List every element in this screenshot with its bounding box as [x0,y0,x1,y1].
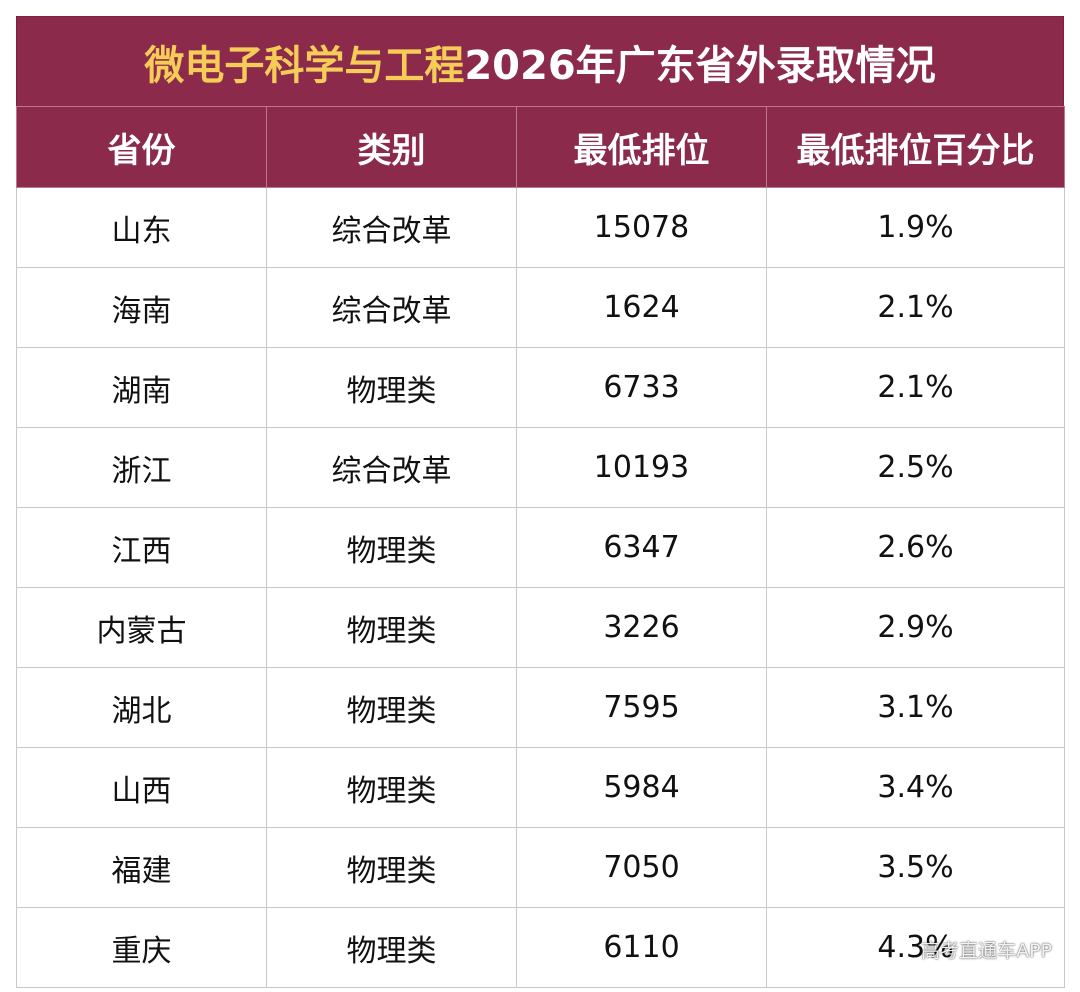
column-header-min-rank: 最低排位 [516,106,767,188]
table-row: 海南 综合改革 1624 2.1% [16,267,1065,348]
column-header-min-rank-pct: 最低排位百分比 [766,106,1065,188]
admission-table-sheet: 微电子科学与工程 2026年广东省外录取情况 省份 类别 最低排位 最低排位百分比… [16,16,1065,988]
cell-min-rank-pct: 2.5% [766,427,1065,508]
column-header-province: 省份 [16,106,267,188]
cell-category: 物理类 [266,507,517,588]
cell-province: 福建 [16,827,267,908]
cell-category: 物理类 [266,907,517,988]
table-title: 微电子科学与工程 2026年广东省外录取情况 [16,16,1064,106]
cell-min-rank: 6347 [516,507,767,588]
table-row: 山东 综合改革 15078 1.9% [16,187,1065,268]
column-header-category: 类别 [266,106,517,188]
cell-category: 物理类 [266,747,517,828]
cell-province: 湖南 [16,347,267,428]
cell-category: 物理类 [266,667,517,748]
cell-province: 海南 [16,267,267,348]
table-row: 重庆 物理类 6110 4.3% [16,907,1065,988]
title-highlight: 微电子科学与工程 [144,42,465,89]
cell-province: 山东 [16,187,267,268]
cell-min-rank-pct: 3.4% [766,747,1065,828]
cell-province: 重庆 [16,907,267,988]
cell-category: 物理类 [266,347,517,428]
table-row: 浙江 综合改革 10193 2.5% [16,427,1065,508]
cell-min-rank-pct: 2.6% [766,507,1065,588]
cell-province: 内蒙古 [16,587,267,668]
header-row: 省份 类别 最低排位 最低排位百分比 [16,106,1065,188]
watermark-text: 高考直通车APP [921,940,1052,962]
cell-category: 综合改革 [266,427,517,508]
table-row: 湖北 物理类 7595 3.1% [16,667,1065,748]
table-row: 山西 物理类 5984 3.4% [16,747,1065,828]
cell-category: 综合改革 [266,187,517,268]
cell-category: 综合改革 [266,267,517,348]
table-row: 江西 物理类 6347 2.6% [16,507,1065,588]
cell-min-rank-pct: 4.3% [766,907,1065,988]
cell-province: 浙江 [16,427,267,508]
cell-min-rank-pct: 2.9% [766,587,1065,668]
cell-min-rank: 6733 [516,347,767,428]
cell-min-rank: 15078 [516,187,767,268]
cell-min-rank: 10193 [516,427,767,508]
cell-province: 山西 [16,747,267,828]
cell-min-rank: 7595 [516,667,767,748]
cell-category: 物理类 [266,827,517,908]
cell-min-rank: 5984 [516,747,767,828]
cell-province: 江西 [16,507,267,588]
table-row: 湖南 物理类 6733 2.1% [16,347,1065,428]
cell-min-rank-pct: 2.1% [766,267,1065,348]
table-row: 内蒙古 物理类 3226 2.9% [16,587,1065,668]
table-row: 福建 物理类 7050 3.5% [16,827,1065,908]
cell-min-rank-pct: 2.1% [766,347,1065,428]
cell-min-rank: 1624 [516,267,767,348]
cell-min-rank: 7050 [516,827,767,908]
cell-province: 湖北 [16,667,267,748]
cell-min-rank-pct: 1.9% [766,187,1065,268]
cell-min-rank: 3226 [516,587,767,668]
cell-min-rank: 6110 [516,907,767,988]
title-rest: 2026年广东省外录取情况 [464,42,936,89]
cell-min-rank-pct: 3.1% [766,667,1065,748]
cell-min-rank-pct: 3.5% [766,827,1065,908]
admission-table: 省份 类别 最低排位 最低排位百分比 山东 综合改革 15078 1.9% 海南… [16,106,1065,988]
cell-category: 物理类 [266,587,517,668]
